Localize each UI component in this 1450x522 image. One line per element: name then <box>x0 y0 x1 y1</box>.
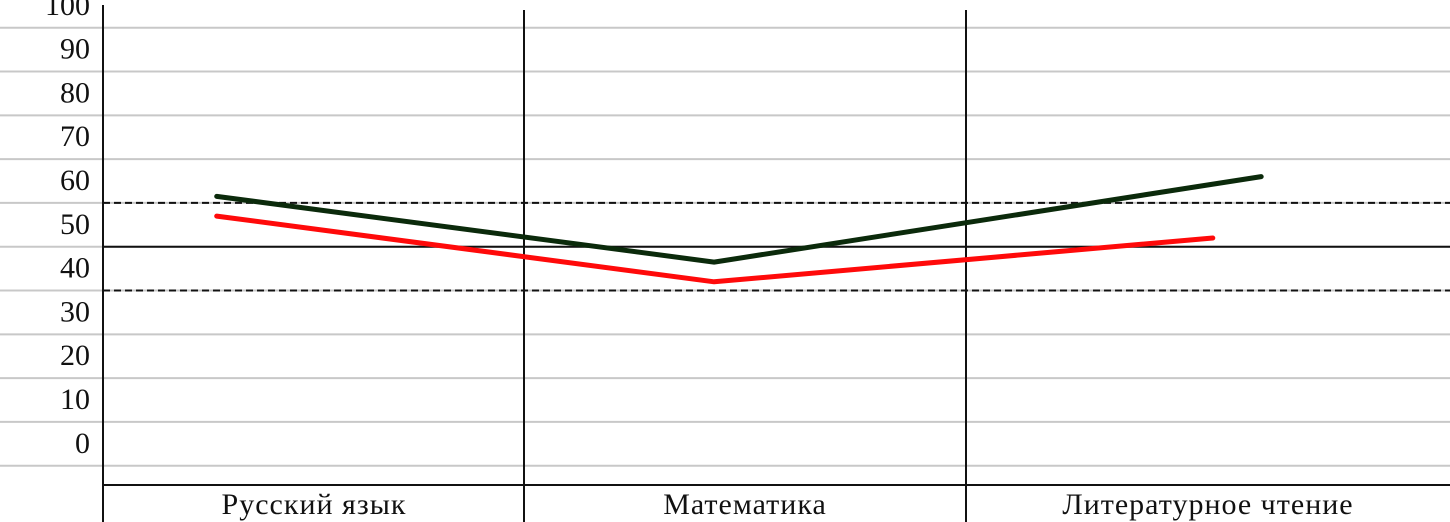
series-lines <box>214 174 1264 285</box>
y-tick-label: 50 <box>60 208 90 241</box>
y-tick-label: 40 <box>60 252 90 285</box>
y-tick-label: 70 <box>60 120 90 153</box>
category-labels: Русский язык Математика Литературное чтени… <box>222 488 1353 521</box>
y-tick-label: 80 <box>60 76 90 109</box>
series-line-2 <box>214 213 1216 285</box>
y-tick-label: 60 <box>60 164 90 197</box>
y-tick-label: 10 <box>60 383 90 416</box>
y-tick-label: 0 <box>75 427 90 460</box>
series-line-1 <box>214 174 1264 265</box>
category-label: Русский язык <box>222 488 407 521</box>
axes <box>102 5 1450 522</box>
category-label: Математика <box>663 488 827 521</box>
y-tick-label: 90 <box>60 33 90 66</box>
category-label: Литературное чтение <box>1062 488 1353 521</box>
y-tick-label: 20 <box>60 339 90 372</box>
y-tick-label: 30 <box>60 295 90 328</box>
y-tick-label: 100 <box>45 0 90 22</box>
reference-lines <box>103 201 1450 292</box>
